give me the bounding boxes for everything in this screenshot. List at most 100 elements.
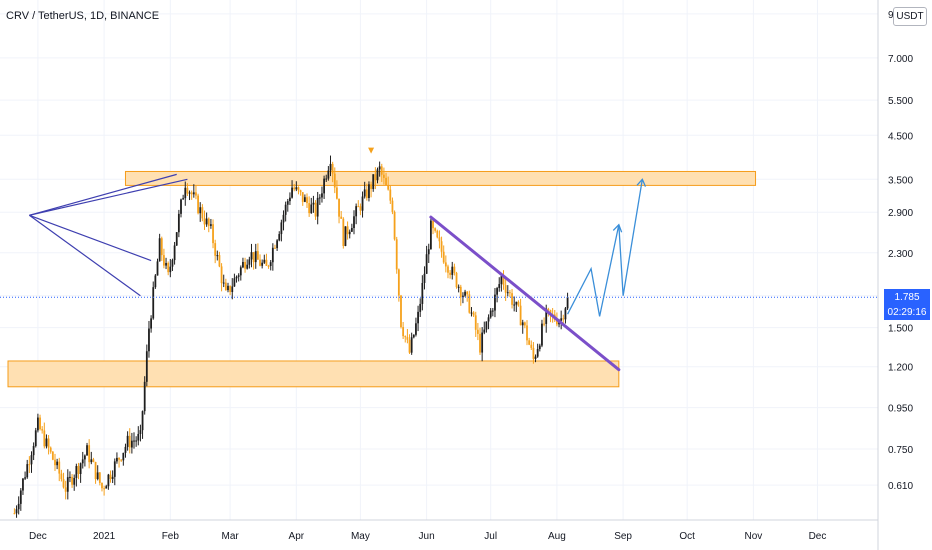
candle-body	[177, 213, 180, 233]
candle-body	[519, 305, 522, 326]
candle-body	[201, 207, 204, 219]
candle-body	[231, 286, 234, 293]
y-tick-label: 2.300	[888, 249, 913, 260]
candle-body	[224, 282, 227, 291]
candle-body	[15, 509, 18, 514]
y-tick-label: 0.610	[888, 481, 913, 492]
y-tick-label: 0.950	[888, 404, 913, 415]
candle-body	[532, 347, 535, 359]
candle-body	[203, 218, 206, 225]
candle-body	[229, 285, 232, 293]
resistance-zone	[124, 170, 757, 186]
candle-body	[135, 440, 138, 442]
candle-body	[133, 440, 135, 442]
candle-body	[274, 247, 276, 249]
candle-body	[39, 417, 41, 430]
candle-body	[276, 240, 279, 249]
candle-body	[13, 513, 16, 515]
candle-body	[158, 238, 161, 262]
candle-body	[26, 464, 29, 478]
candle-body	[49, 447, 52, 452]
candle-body	[295, 187, 298, 190]
x-tick-label: Dec	[809, 531, 827, 542]
candle-body	[43, 430, 46, 447]
candle-body	[353, 216, 355, 229]
candle-body	[485, 321, 488, 330]
candle-body	[77, 466, 80, 474]
candle-body	[30, 455, 33, 465]
candle-body	[402, 327, 405, 337]
candle-body	[297, 187, 300, 191]
candle-body	[299, 190, 302, 193]
candle-body	[380, 166, 383, 175]
candle-body	[60, 473, 63, 480]
candle-body	[310, 204, 313, 214]
candle-body	[210, 224, 212, 226]
candle-body	[515, 301, 518, 305]
candle-body	[254, 251, 257, 263]
x-tick-label: Sep	[614, 531, 632, 542]
candle-body	[113, 461, 116, 477]
candle-body	[357, 206, 360, 208]
candle-body	[387, 185, 390, 190]
y-tick-label: 3.500	[888, 175, 913, 186]
candle-body	[560, 318, 563, 321]
candle-body	[120, 459, 123, 461]
candle-body	[361, 196, 364, 211]
candle-body	[175, 232, 178, 246]
candle-body	[562, 318, 565, 320]
candle-body	[154, 275, 157, 288]
candle-body	[278, 234, 281, 241]
candle-body	[425, 254, 428, 274]
candle-body	[271, 247, 274, 263]
candle-body	[487, 317, 490, 322]
candle-body	[523, 322, 526, 326]
candle-body	[218, 255, 221, 267]
candle-body	[419, 303, 422, 312]
candle-body	[400, 295, 402, 328]
candle-body	[316, 197, 319, 217]
candle-body	[199, 207, 202, 214]
candle-body	[436, 230, 439, 238]
candle-body	[355, 206, 358, 217]
candle-body	[167, 262, 170, 273]
candle-body	[331, 163, 334, 174]
candle-body	[365, 189, 368, 198]
candle-body	[504, 285, 507, 293]
candle-body	[150, 318, 152, 329]
candle-body	[464, 291, 466, 296]
candle-body	[190, 192, 193, 195]
candle-body	[333, 173, 336, 188]
candle-body	[291, 187, 293, 198]
candle-body	[383, 174, 385, 178]
candle-body	[468, 294, 471, 313]
fan-line	[29, 173, 177, 216]
candle-body	[81, 459, 84, 464]
candle-body	[28, 464, 31, 466]
candle-body	[481, 332, 484, 353]
usdt-button[interactable]: USDT	[893, 7, 927, 26]
chart-title: CRV / TetherUS, 1D, BINANCE	[6, 10, 160, 22]
candle-body	[517, 301, 520, 306]
candle-body	[412, 334, 415, 338]
arrow-down-marker-icon	[368, 147, 375, 154]
candle-body	[156, 261, 159, 276]
candle-body	[98, 472, 101, 483]
candle-body	[195, 192, 197, 196]
candle-body	[88, 445, 91, 463]
candle-body	[261, 262, 264, 266]
candle-body	[45, 438, 48, 447]
candle-body	[148, 328, 150, 352]
candle-body	[444, 262, 447, 267]
candle-body	[263, 259, 266, 263]
countdown-timer: 02:29:16	[887, 307, 927, 318]
candle-body	[124, 446, 127, 453]
candle-body	[513, 304, 516, 306]
candle-body	[244, 261, 246, 269]
candle-body	[69, 476, 71, 478]
candle-body	[83, 455, 86, 460]
candle-body	[342, 218, 345, 246]
candle-body	[41, 429, 44, 431]
